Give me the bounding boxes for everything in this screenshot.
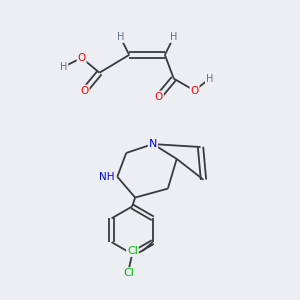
Text: O: O: [77, 53, 86, 63]
Text: H: H: [206, 74, 213, 84]
Text: O: O: [190, 85, 199, 96]
Text: Cl: Cl: [124, 268, 135, 278]
Text: Cl: Cl: [127, 246, 138, 256]
Text: N: N: [149, 139, 157, 149]
Text: H: H: [60, 62, 68, 72]
Text: O: O: [155, 92, 163, 101]
Text: H: H: [117, 32, 124, 42]
Text: NH: NH: [99, 172, 114, 182]
Text: H: H: [170, 32, 178, 42]
Text: O: O: [80, 85, 89, 96]
